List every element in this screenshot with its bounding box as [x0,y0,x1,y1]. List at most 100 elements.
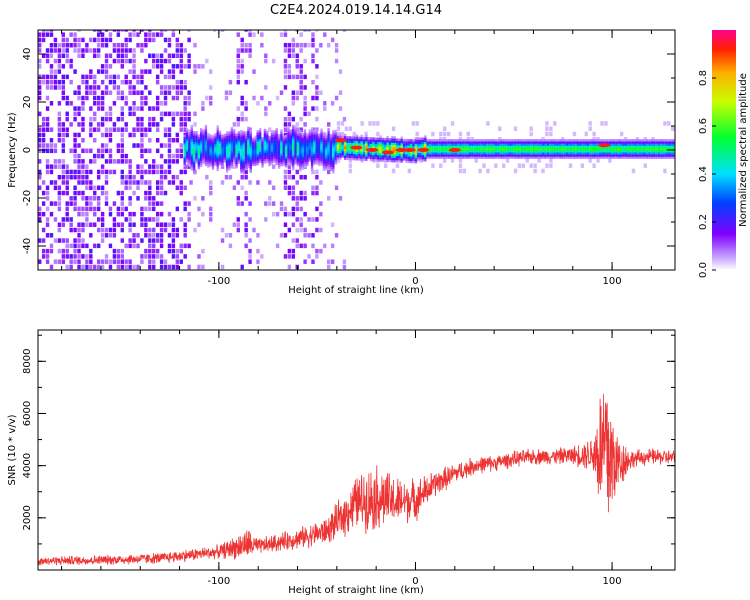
heat-cell [179,153,183,159]
heat-cell [283,211,288,217]
heat-cell [310,153,314,156]
heat-cell [148,233,152,238]
heat-cell [187,64,191,69]
heat-cell [124,30,128,32]
heat-cell [268,161,271,165]
heat-cell [636,152,639,155]
heat-cell [518,154,521,157]
heat-cell [558,152,562,155]
heat-cell [104,74,109,80]
heat-cell [372,141,375,145]
heat-cell [185,158,189,161]
heat-cell [348,155,352,159]
heat-cell [315,140,319,144]
heat-cell [237,142,241,145]
heat-cell [631,145,635,149]
heat-cell [268,142,271,145]
heat-cell [249,161,252,165]
heat-cell [233,148,236,152]
heat-cell [187,243,191,249]
heat-cell [537,156,540,159]
heat-cell [228,233,233,238]
heat-cell [662,154,665,157]
heat-cell [73,32,77,37]
heat-cell [662,152,665,155]
heat-cell [483,154,486,157]
heat-cell [112,201,117,206]
heat-cell [282,157,285,160]
heat-cell [617,156,620,159]
heat-cell [381,148,385,151]
heat-cell [258,143,262,146]
heat-cell [65,101,69,106]
heat-cell [200,141,203,144]
heat-cell [584,141,587,144]
heat-cell [367,145,370,149]
heat-cell [268,159,271,163]
heat-cell [284,154,288,157]
heat-cell [140,127,144,132]
heat-cell [490,141,493,144]
heat-cell [148,30,152,32]
heat-cell [516,145,519,149]
heat-cell [268,180,272,185]
heat-cell [73,143,77,148]
heat-cell [579,143,583,146]
heat-cell [254,148,257,152]
heat-cell [608,141,611,144]
heat-cell [171,227,176,233]
heat-cell [395,155,399,159]
heat-cell [244,133,248,136]
heat-cell [506,145,510,149]
heat-cell [601,149,604,153]
heat-cell [128,132,132,138]
heat-cell [414,161,418,164]
heat-cell [624,156,628,159]
heat-cell [202,144,205,147]
heat-cell [374,141,377,145]
heat-cell [341,150,344,154]
heat-cell [529,126,533,131]
heat-cell [116,264,121,270]
heat-cell [513,152,517,155]
heat-cell [69,227,73,233]
heat-cell [159,153,164,159]
heat-cell [104,90,109,95]
heat-cell [233,135,236,139]
heat-cell [296,155,300,158]
heat-cell [223,138,226,141]
heat-cell [65,132,69,138]
heat-cell [478,143,481,146]
heat-cell [242,167,245,171]
heat-cell [197,264,201,270]
heat-cell [289,150,293,154]
heat-cell [523,143,526,146]
heat-cell [211,154,215,157]
heat-cell [171,122,176,127]
heat-cell [228,154,231,158]
heat-cell [124,185,128,191]
heat-cell [411,121,415,126]
heat-cell [301,141,304,144]
heat-cell [192,141,196,145]
heat-cell [148,127,152,132]
heat-cell [236,106,240,111]
heat-cell [233,152,236,156]
heat-cell [563,139,566,142]
heat-cell [431,139,434,142]
heat-cell [501,145,505,149]
heat-cell [461,147,465,151]
heat-cell [612,156,616,159]
heat-cell [520,156,524,159]
heat-cell [280,138,283,141]
heat-cell [104,69,109,74]
heat-cell [372,145,375,149]
heat-cell [433,145,436,149]
heat-cell [407,154,411,157]
heat-cell [307,254,311,259]
heat-cell [263,159,267,162]
heat-cell [89,85,93,90]
heat-cell [100,164,105,169]
heat-cell [248,254,252,259]
heat-cell [192,148,196,151]
